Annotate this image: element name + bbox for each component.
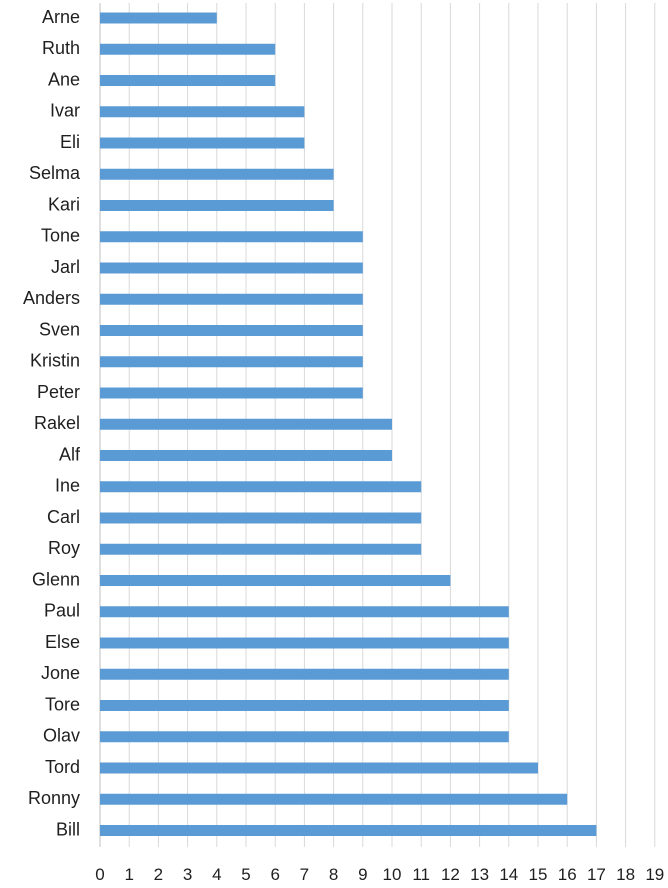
category-label-jarl: Jarl <box>51 257 80 277</box>
category-label-selma: Selma <box>29 163 81 183</box>
bar-glenn <box>100 575 451 586</box>
x-tick-label-13: 13 <box>470 865 489 884</box>
x-tick-label-2: 2 <box>154 865 163 884</box>
bar-anders <box>100 293 363 305</box>
category-label-tone: Tone <box>41 226 80 246</box>
bar-selma <box>100 168 334 180</box>
bar-ronny <box>100 793 568 805</box>
x-tick-label-4: 4 <box>212 865 221 884</box>
bar-olav <box>100 731 509 743</box>
x-tick-label-1: 1 <box>124 865 133 884</box>
bar-bill <box>100 825 597 836</box>
bar-jone <box>100 668 509 680</box>
x-tick-label-3: 3 <box>183 865 192 884</box>
category-label-carl: Carl <box>47 507 80 527</box>
x-tick-label-10: 10 <box>383 865 402 884</box>
x-tick-label-16: 16 <box>558 865 577 884</box>
category-label-else: Else <box>45 632 80 652</box>
x-tick-label-8: 8 <box>329 865 338 884</box>
x-tick-label-11: 11 <box>412 865 430 884</box>
bar-tord <box>100 762 538 774</box>
bar-ivar <box>100 106 305 118</box>
bar-sven <box>100 325 363 336</box>
bar-ruth <box>100 43 276 55</box>
category-label-rakel: Rakel <box>34 413 80 433</box>
category-label-eli: Eli <box>60 132 80 152</box>
bar-carl <box>100 512 422 524</box>
category-label-alf: Alf <box>59 444 81 464</box>
x-tick-label-12: 12 <box>441 865 460 884</box>
bar-eli <box>100 137 305 149</box>
category-label-ronny: Ronny <box>28 788 80 808</box>
x-tick-label-17: 17 <box>587 865 606 884</box>
x-tick-label-7: 7 <box>300 865 309 884</box>
x-tick-label-5: 5 <box>241 865 250 884</box>
category-label-paul: Paul <box>44 601 80 621</box>
category-label-kristin: Kristin <box>30 351 80 371</box>
bar-jarl <box>100 262 363 274</box>
bar-kari <box>100 200 334 211</box>
category-label-ivar: Ivar <box>50 101 80 121</box>
category-label-sven: Sven <box>39 319 80 339</box>
bar-alf <box>100 450 392 461</box>
x-tick-label-6: 6 <box>270 865 279 884</box>
category-label-jone: Jone <box>41 663 80 683</box>
category-label-bill: Bill <box>56 819 80 839</box>
category-label-olav: Olav <box>43 726 80 746</box>
x-tick-labels: 0 1 2 3 4 5 6 7 8 9 10 11 12 13 14 15 16 17 18 19 <box>95 865 664 884</box>
x-tick-label-18: 18 <box>616 865 635 884</box>
bar-tore <box>100 700 509 711</box>
x-tick-label-0: 0 <box>95 865 104 884</box>
bar-roy <box>100 543 422 555</box>
category-label-ruth: Ruth <box>42 38 80 58</box>
category-label-anders: Anders <box>23 288 80 308</box>
bar-rakel <box>100 418 392 430</box>
bar-ane <box>100 75 276 86</box>
x-tick-label-19: 19 <box>645 865 664 884</box>
category-label-roy: Roy <box>48 538 80 558</box>
category-label-ane: Ane <box>48 69 80 89</box>
bars <box>100 12 597 836</box>
bar-else <box>100 637 509 649</box>
x-tick-label-14: 14 <box>499 865 518 884</box>
bar-kristin <box>100 356 363 368</box>
category-label-tore: Tore <box>45 694 80 714</box>
category-label-tord: Tord <box>45 757 80 777</box>
bar-peter <box>100 387 363 399</box>
category-label-glenn: Glenn <box>32 569 80 589</box>
bar-tone <box>100 231 363 243</box>
bar-arne <box>100 12 217 24</box>
category-labels: Arne Ruth Ane Ivar Eli Selma Kari Tone Jarl Ander… <box>23 7 81 840</box>
bar-paul <box>100 606 509 618</box>
category-label-arne: Arne <box>42 7 80 27</box>
bar-ine <box>100 481 422 493</box>
x-tick-label-15: 15 <box>529 865 548 884</box>
category-label-kari: Kari <box>48 194 80 214</box>
x-tick-label-9: 9 <box>358 865 367 884</box>
category-label-ine: Ine <box>55 476 80 496</box>
category-label-peter: Peter <box>37 382 80 402</box>
